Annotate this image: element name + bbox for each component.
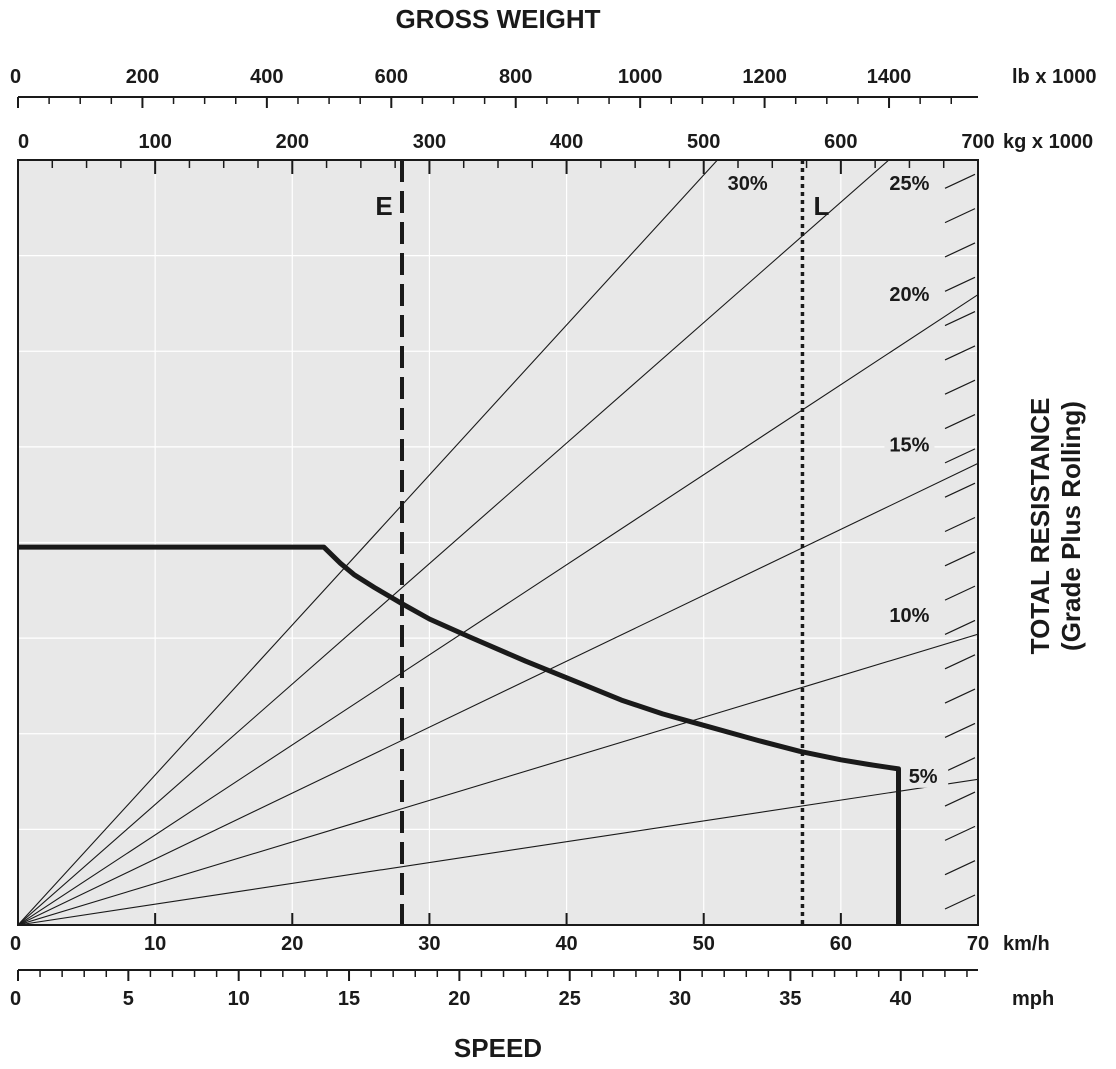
grade-lines-group xyxy=(18,160,978,925)
lb-tick-label: 1200 xyxy=(742,66,787,88)
lb-tick-label: 200 xyxy=(126,66,159,88)
kg-tick-label: 700 xyxy=(961,131,994,153)
resistance-scale-tick xyxy=(944,414,976,430)
grade-label-15pct: 15% xyxy=(889,435,929,457)
resistance-scale-tick xyxy=(944,688,976,704)
gross-weight-title: GROSS WEIGHT xyxy=(395,4,600,34)
lb-tick-label: 1400 xyxy=(867,66,912,88)
kg-tick-label: 600 xyxy=(824,131,857,153)
grade-label-bg xyxy=(884,603,935,628)
lb-tick-label: 0 xyxy=(10,66,21,88)
resistance-scale-tick xyxy=(944,276,976,292)
speed-title: SPEED xyxy=(454,1033,542,1063)
mph-tick-label: 25 xyxy=(559,988,581,1010)
lb-tick-label: 400 xyxy=(250,66,283,88)
resistance-scale-tick xyxy=(944,722,976,738)
kmh-tick-label: 30 xyxy=(418,933,440,955)
kg-tick-label: 200 xyxy=(276,131,309,153)
lb-tick-label: 800 xyxy=(499,66,532,88)
resistance-scale-tick xyxy=(944,894,976,910)
resistance-scale-tick xyxy=(944,516,976,533)
resistance-scale-tick xyxy=(944,654,976,670)
rimpull-curve xyxy=(18,544,901,925)
lb-tick-label: 1000 xyxy=(618,66,663,88)
grade-label-30pct: 30% xyxy=(728,173,768,195)
kg-tick-label: 400 xyxy=(550,131,583,153)
marker-label-L: L xyxy=(814,191,830,221)
kmh-tick-label: 60 xyxy=(830,933,852,955)
kmh-tick-label: 70 xyxy=(967,933,989,955)
kmh-unit-label: km/h xyxy=(1003,933,1050,955)
grade-label-bg xyxy=(884,432,935,457)
grade-label-bg xyxy=(884,281,935,306)
grade-line-15pct xyxy=(18,462,978,925)
grade-line-25pct xyxy=(18,160,890,925)
mph-tick-label: 15 xyxy=(338,988,360,1010)
kg-tick-label: 500 xyxy=(687,131,720,153)
resistance-scale-tick xyxy=(944,585,976,601)
grade-line-30pct xyxy=(18,160,719,925)
lb-unit-label: lb x 1000 xyxy=(1012,66,1097,88)
grade-line-20pct xyxy=(18,293,978,925)
mph-tick-label: 20 xyxy=(448,988,470,1010)
kg-tick-label: 300 xyxy=(413,131,446,153)
kmh-tick-label: 0 xyxy=(10,933,21,955)
marker-label-E: E xyxy=(375,191,392,221)
mph-tick-label: 10 xyxy=(228,988,250,1010)
mph-tick-label: 35 xyxy=(779,988,801,1010)
resistance-scale-tick xyxy=(944,757,976,773)
grade-label-10pct: 10% xyxy=(889,605,929,627)
resistance-scale-tick xyxy=(944,860,976,876)
mph-tick-label: 40 xyxy=(890,988,912,1010)
resistance-scale-tick xyxy=(944,208,976,224)
kg-unit-label: kg x 1000 xyxy=(1003,131,1093,153)
grade-line-5pct xyxy=(18,778,978,925)
resistance-scale-tick xyxy=(944,619,976,635)
grade-line-10pct xyxy=(18,633,978,925)
mph-tick-label: 0 xyxy=(10,988,21,1010)
kmh-tick-label: 50 xyxy=(693,933,715,955)
kg-tick-label: 0 xyxy=(18,131,29,153)
chart-marks: 30% 25%20%15%10%5%E L0 100 200 300 400 500 600 70… xyxy=(10,66,995,1010)
grade-label-25pct: 25% xyxy=(889,173,929,195)
grade-label-20pct: 20% xyxy=(889,284,929,306)
resistance-scale-tick xyxy=(944,551,976,567)
resistance-scale-tick xyxy=(944,448,976,464)
grade-label-bg xyxy=(884,170,935,195)
grade-label-5pct: 5% xyxy=(909,766,938,788)
total-resistance-title: TOTAL RESISTANCE xyxy=(1025,398,1055,655)
lb-tick-label: 600 xyxy=(375,66,408,88)
kg-tick-label: 100 xyxy=(138,131,171,153)
resistance-scale-tick xyxy=(944,242,976,258)
resistance-scale-tick xyxy=(944,482,976,498)
mph-tick-label: 5 xyxy=(123,988,134,1010)
resistance-scale-tick xyxy=(944,173,976,189)
resistance-scale-tick xyxy=(944,345,976,361)
resistance-scale-tick xyxy=(944,791,976,807)
total-resistance-subtitle: (Grade Plus Rolling) xyxy=(1056,401,1086,651)
mph-unit-label: mph xyxy=(1012,988,1054,1010)
resistance-scale-tick xyxy=(944,379,976,395)
resistance-scale-tick xyxy=(944,311,976,327)
resistance-scale-tick xyxy=(944,825,976,841)
grade-label-bg xyxy=(722,170,773,195)
kmh-tick-label: 20 xyxy=(281,933,303,955)
kmh-tick-label: 40 xyxy=(555,933,577,955)
grade-label-bg xyxy=(898,763,949,788)
mph-tick-label: 30 xyxy=(669,988,691,1010)
kmh-tick-label: 10 xyxy=(144,933,166,955)
